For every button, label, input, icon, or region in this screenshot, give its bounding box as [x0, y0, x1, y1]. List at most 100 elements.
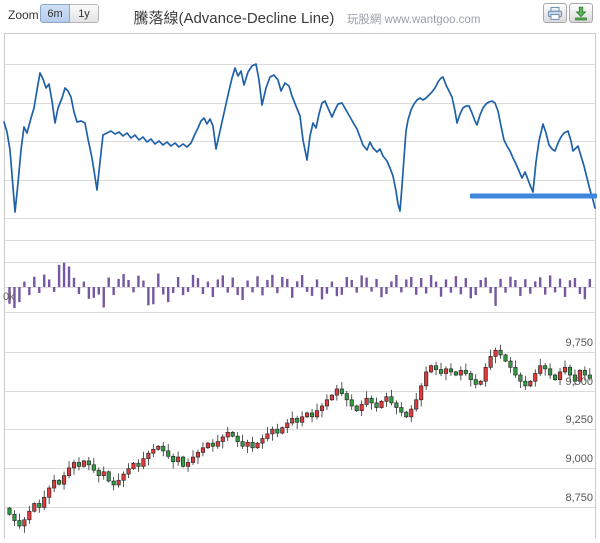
volume-bar	[97, 287, 100, 295]
candle	[156, 445, 161, 450]
volume-bar	[201, 287, 205, 295]
candle	[528, 380, 533, 387]
candle	[280, 427, 285, 434]
candle	[86, 460, 91, 466]
volume-bar	[291, 287, 294, 298]
candle	[27, 510, 32, 521]
candle	[181, 456, 186, 467]
candle	[394, 402, 399, 408]
volume-bar	[469, 287, 472, 299]
volume-bar	[380, 287, 383, 298]
candle	[478, 380, 483, 385]
candle	[275, 428, 280, 434]
candle	[295, 418, 300, 423]
print-button[interactable]	[543, 3, 567, 23]
candle	[62, 475, 67, 485]
candle	[12, 513, 17, 521]
volume-bar	[315, 279, 319, 287]
volume-bar	[266, 279, 269, 287]
candle	[572, 374, 577, 382]
candle	[225, 431, 230, 438]
volume-bar	[251, 287, 254, 293]
candle	[146, 452, 151, 459]
volume-bar	[519, 287, 522, 296]
volume-bar	[18, 287, 21, 303]
volume-bar	[8, 287, 11, 304]
candle	[473, 379, 478, 385]
volume-bar	[127, 279, 130, 287]
volume-bar	[281, 277, 284, 287]
candle	[409, 408, 414, 418]
candle	[235, 435, 240, 442]
candle	[151, 448, 156, 454]
volume-bar	[152, 287, 155, 305]
volume-bar	[171, 287, 175, 293]
candle	[76, 462, 81, 467]
volume-bar	[28, 287, 31, 296]
volume-bar	[484, 277, 487, 287]
candle	[577, 370, 582, 382]
candle	[558, 371, 563, 381]
candle	[359, 404, 364, 411]
volume-bar	[444, 279, 448, 287]
candle	[111, 480, 116, 486]
volume-bar	[534, 281, 537, 287]
candle	[200, 447, 205, 453]
volume-bar	[504, 287, 507, 293]
volume-bar	[112, 287, 115, 296]
candle	[270, 428, 275, 435]
candle	[448, 368, 453, 373]
range-button-6m[interactable]: 6m	[40, 4, 70, 23]
candle	[126, 468, 131, 475]
download-button[interactable]	[569, 3, 593, 23]
volume-bar	[246, 280, 249, 287]
volume-bar	[365, 277, 368, 287]
candle	[548, 368, 553, 376]
volume-bar	[499, 278, 502, 287]
candle	[265, 433, 270, 439]
candle	[171, 455, 176, 463]
volume-bar	[191, 274, 195, 287]
candle	[553, 374, 558, 381]
candle	[220, 436, 225, 442]
volume-bar	[454, 276, 458, 287]
volume-bar	[439, 287, 443, 297]
candle	[141, 458, 146, 467]
candle	[533, 373, 538, 382]
y-axis-label: 9,500	[565, 375, 593, 388]
volume-bar	[186, 287, 190, 292]
candle	[195, 452, 201, 458]
volume-bar	[147, 287, 150, 306]
toolbar: Zoom 6m 1y 騰落線(Advance-Decline Line) 玩股網…	[0, 0, 600, 33]
candle	[116, 479, 121, 486]
volume-bar	[350, 279, 353, 287]
volume-bar	[419, 278, 423, 287]
volume-bar	[405, 279, 408, 287]
candle	[230, 431, 235, 437]
volume-bar	[305, 287, 309, 292]
candle	[161, 445, 166, 452]
volume-bar	[449, 287, 453, 293]
volume-bar	[137, 275, 140, 287]
candle	[389, 396, 394, 404]
volume-bar	[57, 264, 61, 287]
volume-bar	[385, 287, 388, 295]
volume-bar	[176, 277, 180, 287]
volume-bar	[62, 262, 66, 287]
y-axis-label: 9,250	[565, 414, 593, 427]
volume-bar	[286, 278, 289, 287]
volume-bar	[216, 279, 220, 287]
candle	[493, 349, 498, 357]
volume-bar	[583, 287, 587, 300]
volume-bar	[52, 287, 56, 292]
candle	[101, 471, 106, 476]
candle	[305, 412, 310, 418]
range-button-1y[interactable]: 1y	[69, 4, 99, 23]
candle	[190, 456, 196, 463]
volume-bar	[300, 275, 304, 287]
candle	[37, 503, 42, 508]
volume-bar	[410, 277, 413, 287]
y-axis-label-zero: 0k	[3, 291, 15, 303]
